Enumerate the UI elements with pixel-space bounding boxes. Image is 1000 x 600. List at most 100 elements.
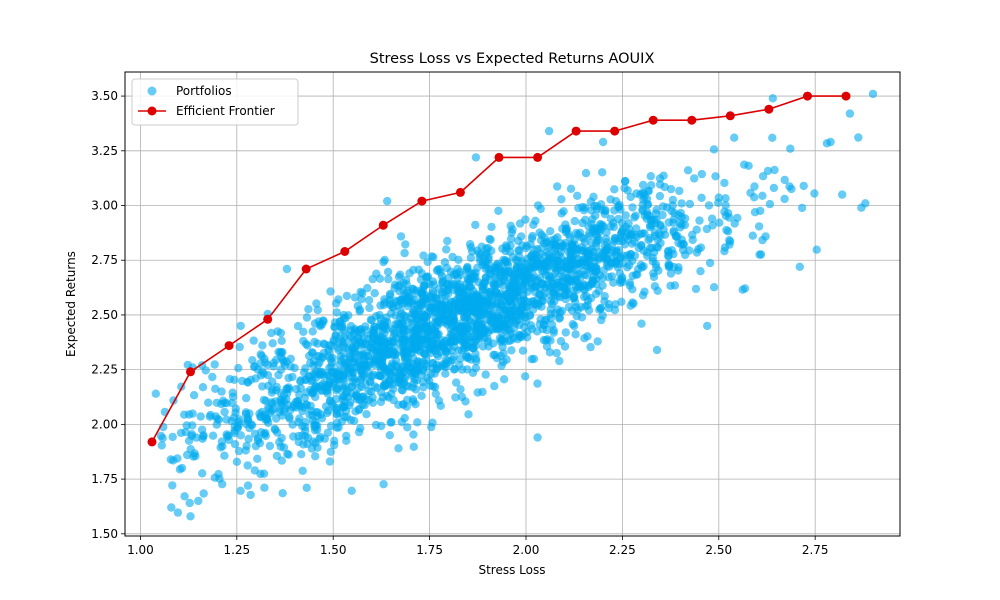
portfolio-point bbox=[677, 199, 686, 208]
portfolio-point bbox=[512, 264, 521, 273]
portfolio-point bbox=[518, 297, 527, 306]
portfolio-point bbox=[429, 253, 438, 262]
portfolio-point bbox=[553, 233, 562, 242]
portfolio-point bbox=[258, 341, 267, 350]
portfolio-point bbox=[662, 203, 672, 212]
portfolio-point bbox=[299, 327, 308, 336]
portfolio-point bbox=[487, 294, 496, 303]
portfolio-point bbox=[502, 355, 511, 364]
portfolio-point bbox=[300, 393, 309, 403]
portfolio-point bbox=[455, 301, 464, 311]
portfolio-point bbox=[649, 272, 659, 282]
portfolio-point bbox=[372, 337, 381, 346]
portfolio-point bbox=[564, 302, 574, 312]
portfolio-point bbox=[555, 356, 564, 366]
portfolio-point bbox=[614, 246, 624, 255]
portfolio-point bbox=[750, 193, 759, 202]
portfolio-point bbox=[555, 308, 565, 317]
portfolio-point bbox=[277, 348, 286, 357]
portfolio-point bbox=[220, 451, 229, 460]
portfolio-point bbox=[268, 339, 277, 348]
portfolio-point bbox=[185, 498, 194, 508]
portfolio-point bbox=[339, 310, 348, 320]
portfolio-point bbox=[600, 206, 610, 216]
portfolio-point bbox=[709, 145, 719, 154]
portfolio-point bbox=[365, 376, 375, 386]
portfolio-point bbox=[787, 184, 796, 194]
portfolio-point bbox=[711, 172, 720, 181]
portfolio-point bbox=[621, 211, 630, 220]
portfolio-point bbox=[306, 401, 315, 411]
portfolio-point bbox=[487, 222, 496, 232]
portfolio-point bbox=[457, 365, 467, 374]
portfolio-point bbox=[236, 486, 245, 495]
portfolio-point bbox=[694, 245, 703, 254]
portfolio-point bbox=[394, 444, 403, 453]
portfolio-point bbox=[616, 205, 625, 214]
portfolio-point bbox=[400, 413, 409, 423]
portfolio-point bbox=[259, 369, 268, 378]
portfolio-point bbox=[409, 430, 418, 439]
portfolio-point bbox=[345, 365, 354, 374]
portfolio-point bbox=[461, 341, 470, 350]
portfolio-point bbox=[679, 245, 688, 255]
portfolio-point bbox=[721, 201, 730, 210]
portfolio-point bbox=[566, 252, 575, 262]
portfolio-point bbox=[642, 210, 652, 219]
portfolio-point bbox=[234, 363, 243, 373]
portfolio-point bbox=[715, 218, 724, 227]
portfolio-point bbox=[690, 174, 699, 183]
portfolio-point bbox=[456, 326, 465, 335]
portfolio-point bbox=[868, 89, 878, 99]
portfolio-point bbox=[184, 410, 194, 419]
portfolio-point bbox=[555, 259, 564, 269]
portfolio-point bbox=[277, 433, 286, 443]
portfolio-point bbox=[273, 327, 282, 336]
portfolio-point bbox=[562, 224, 571, 233]
portfolio-point bbox=[569, 292, 579, 301]
portfolio-point bbox=[630, 251, 640, 260]
portfolio-point bbox=[199, 489, 208, 498]
portfolio-point bbox=[583, 248, 593, 258]
portfolio-point bbox=[523, 333, 532, 342]
portfolio-point bbox=[282, 384, 292, 393]
portfolio-point bbox=[714, 198, 723, 207]
portfolio-point bbox=[403, 395, 412, 404]
portfolio-point bbox=[580, 203, 590, 212]
portfolio-point bbox=[551, 243, 560, 253]
portfolio-point bbox=[411, 369, 420, 378]
portfolio-point bbox=[259, 395, 269, 405]
portfolio-point bbox=[628, 203, 637, 212]
portfolio-point bbox=[304, 305, 313, 314]
portfolio-point bbox=[418, 286, 428, 295]
portfolio-point bbox=[861, 199, 870, 208]
portfolio-point bbox=[744, 161, 753, 170]
portfolio-point bbox=[447, 329, 456, 339]
portfolio-point bbox=[196, 412, 205, 421]
portfolio-point bbox=[720, 243, 730, 252]
portfolio-point bbox=[387, 309, 396, 318]
portfolio-point bbox=[748, 231, 757, 240]
portfolio-point bbox=[570, 321, 579, 331]
portfolio-point bbox=[212, 398, 221, 407]
portfolio-point bbox=[507, 311, 516, 321]
portfolio-point bbox=[475, 327, 485, 337]
portfolio-point bbox=[267, 406, 276, 416]
x-tick-label: 1.25 bbox=[223, 543, 250, 557]
portfolio-point bbox=[183, 450, 192, 460]
portfolio-point bbox=[381, 339, 390, 348]
portfolio-point bbox=[688, 235, 697, 245]
portfolio-point bbox=[581, 168, 591, 178]
portfolio-point bbox=[561, 295, 570, 304]
portfolio-point bbox=[504, 297, 514, 307]
portfolio-point bbox=[561, 328, 570, 337]
portfolio-point bbox=[433, 330, 442, 340]
portfolio-point bbox=[389, 395, 398, 405]
portfolio-point bbox=[625, 225, 634, 234]
portfolio-point bbox=[658, 210, 667, 220]
portfolio-point bbox=[230, 440, 240, 449]
portfolio-point bbox=[609, 222, 618, 232]
portfolio-point bbox=[593, 337, 602, 346]
portfolio-point bbox=[335, 360, 344, 369]
portfolio-point bbox=[603, 243, 612, 252]
